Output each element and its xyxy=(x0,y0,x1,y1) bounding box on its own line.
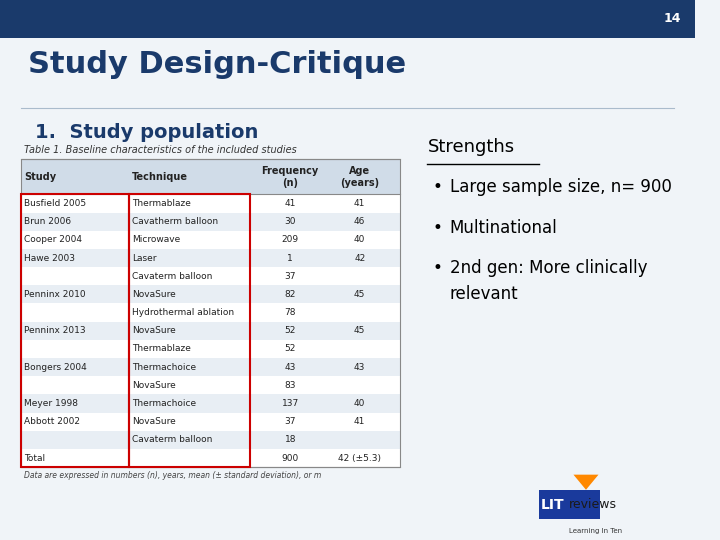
Text: Abbott 2002: Abbott 2002 xyxy=(24,417,81,426)
Text: Multinational: Multinational xyxy=(450,219,557,237)
Text: 137: 137 xyxy=(282,399,299,408)
Text: Penninx 2010: Penninx 2010 xyxy=(24,290,86,299)
Bar xyxy=(129,194,251,467)
Text: Thermachoice: Thermachoice xyxy=(132,399,196,408)
Bar xyxy=(21,159,400,467)
Text: NovaSure: NovaSure xyxy=(132,417,176,426)
Text: Laser: Laser xyxy=(132,253,156,262)
Text: 43: 43 xyxy=(284,363,296,372)
FancyBboxPatch shape xyxy=(21,322,400,340)
Text: Penninx 2013: Penninx 2013 xyxy=(24,326,86,335)
Text: 45: 45 xyxy=(354,290,366,299)
Text: 78: 78 xyxy=(284,308,296,317)
Text: Thermablaze: Thermablaze xyxy=(132,199,191,208)
FancyBboxPatch shape xyxy=(21,449,400,467)
Text: Study: Study xyxy=(24,172,56,182)
Text: reviews: reviews xyxy=(569,498,616,511)
Text: 43: 43 xyxy=(354,363,366,372)
Text: 41: 41 xyxy=(354,417,366,426)
FancyBboxPatch shape xyxy=(21,267,400,285)
Text: Thermablaze: Thermablaze xyxy=(132,345,191,354)
Text: 83: 83 xyxy=(284,381,296,390)
Text: 900: 900 xyxy=(282,454,299,462)
Text: Meyer 1998: Meyer 1998 xyxy=(24,399,78,408)
Text: 82: 82 xyxy=(284,290,296,299)
FancyBboxPatch shape xyxy=(21,376,400,394)
Text: 1.  Study population: 1. Study population xyxy=(35,123,258,142)
Text: 14: 14 xyxy=(664,12,681,25)
Text: 40: 40 xyxy=(354,235,366,245)
FancyBboxPatch shape xyxy=(21,340,400,358)
Text: Large sample size, n= 900: Large sample size, n= 900 xyxy=(450,178,672,196)
Text: 30: 30 xyxy=(284,217,296,226)
FancyBboxPatch shape xyxy=(21,394,400,413)
Text: Hawe 2003: Hawe 2003 xyxy=(24,253,76,262)
Text: 41: 41 xyxy=(354,199,366,208)
Text: 18: 18 xyxy=(284,435,296,444)
FancyBboxPatch shape xyxy=(21,194,400,213)
Text: 42 (±5.3): 42 (±5.3) xyxy=(338,454,381,462)
FancyBboxPatch shape xyxy=(21,285,400,303)
Text: 46: 46 xyxy=(354,217,366,226)
Text: Cavatherm balloon: Cavatherm balloon xyxy=(132,217,218,226)
FancyBboxPatch shape xyxy=(21,358,400,376)
Text: Learning In Ten: Learning In Ten xyxy=(569,528,621,534)
Text: 37: 37 xyxy=(284,272,296,281)
FancyBboxPatch shape xyxy=(21,159,400,194)
Text: Brun 2006: Brun 2006 xyxy=(24,217,71,226)
Text: Strengths: Strengths xyxy=(428,138,515,156)
Text: 2nd gen: More clinically: 2nd gen: More clinically xyxy=(450,259,647,277)
Polygon shape xyxy=(573,475,598,490)
Text: 42: 42 xyxy=(354,253,365,262)
Text: 1: 1 xyxy=(287,253,293,262)
FancyBboxPatch shape xyxy=(21,249,400,267)
Text: Thermachoice: Thermachoice xyxy=(132,363,196,372)
Text: Data are expressed in numbers (n), years, mean (± standard deviation), or m: Data are expressed in numbers (n), years… xyxy=(24,471,322,481)
Text: Technique: Technique xyxy=(132,172,188,182)
Text: 45: 45 xyxy=(354,326,366,335)
FancyBboxPatch shape xyxy=(21,231,400,249)
Text: 52: 52 xyxy=(284,326,296,335)
Text: Hydrothermal ablation: Hydrothermal ablation xyxy=(132,308,234,317)
Text: NovaSure: NovaSure xyxy=(132,381,176,390)
Text: 37: 37 xyxy=(284,417,296,426)
FancyBboxPatch shape xyxy=(21,303,400,322)
Text: Busfield 2005: Busfield 2005 xyxy=(24,199,86,208)
FancyBboxPatch shape xyxy=(539,490,600,519)
Text: Cavaterm balloon: Cavaterm balloon xyxy=(132,272,212,281)
FancyBboxPatch shape xyxy=(21,413,400,431)
Text: •: • xyxy=(433,219,443,237)
Text: LIT: LIT xyxy=(541,498,564,512)
Text: Cooper 2004: Cooper 2004 xyxy=(24,235,82,245)
Text: •: • xyxy=(433,259,443,277)
Text: Cavaterm balloon: Cavaterm balloon xyxy=(132,435,212,444)
Text: NovaSure: NovaSure xyxy=(132,290,176,299)
Text: Bongers 2004: Bongers 2004 xyxy=(24,363,87,372)
Text: Study Design-Critique: Study Design-Critique xyxy=(28,50,406,79)
Text: 41: 41 xyxy=(284,199,296,208)
Text: relevant: relevant xyxy=(450,285,518,303)
Text: Microwave: Microwave xyxy=(132,235,180,245)
Text: Total: Total xyxy=(24,454,45,462)
Text: NovaSure: NovaSure xyxy=(132,326,176,335)
Text: 52: 52 xyxy=(284,345,296,354)
Text: •: • xyxy=(433,178,443,196)
Text: Table 1. Baseline characteristics of the included studies: Table 1. Baseline characteristics of the… xyxy=(24,145,297,155)
FancyBboxPatch shape xyxy=(21,431,400,449)
Text: 209: 209 xyxy=(282,235,299,245)
Text: Age
(years): Age (years) xyxy=(340,166,379,188)
Text: 40: 40 xyxy=(354,399,366,408)
Text: Frequency
(n): Frequency (n) xyxy=(261,166,319,188)
Bar xyxy=(21,194,129,467)
FancyBboxPatch shape xyxy=(0,0,695,38)
FancyBboxPatch shape xyxy=(21,213,400,231)
